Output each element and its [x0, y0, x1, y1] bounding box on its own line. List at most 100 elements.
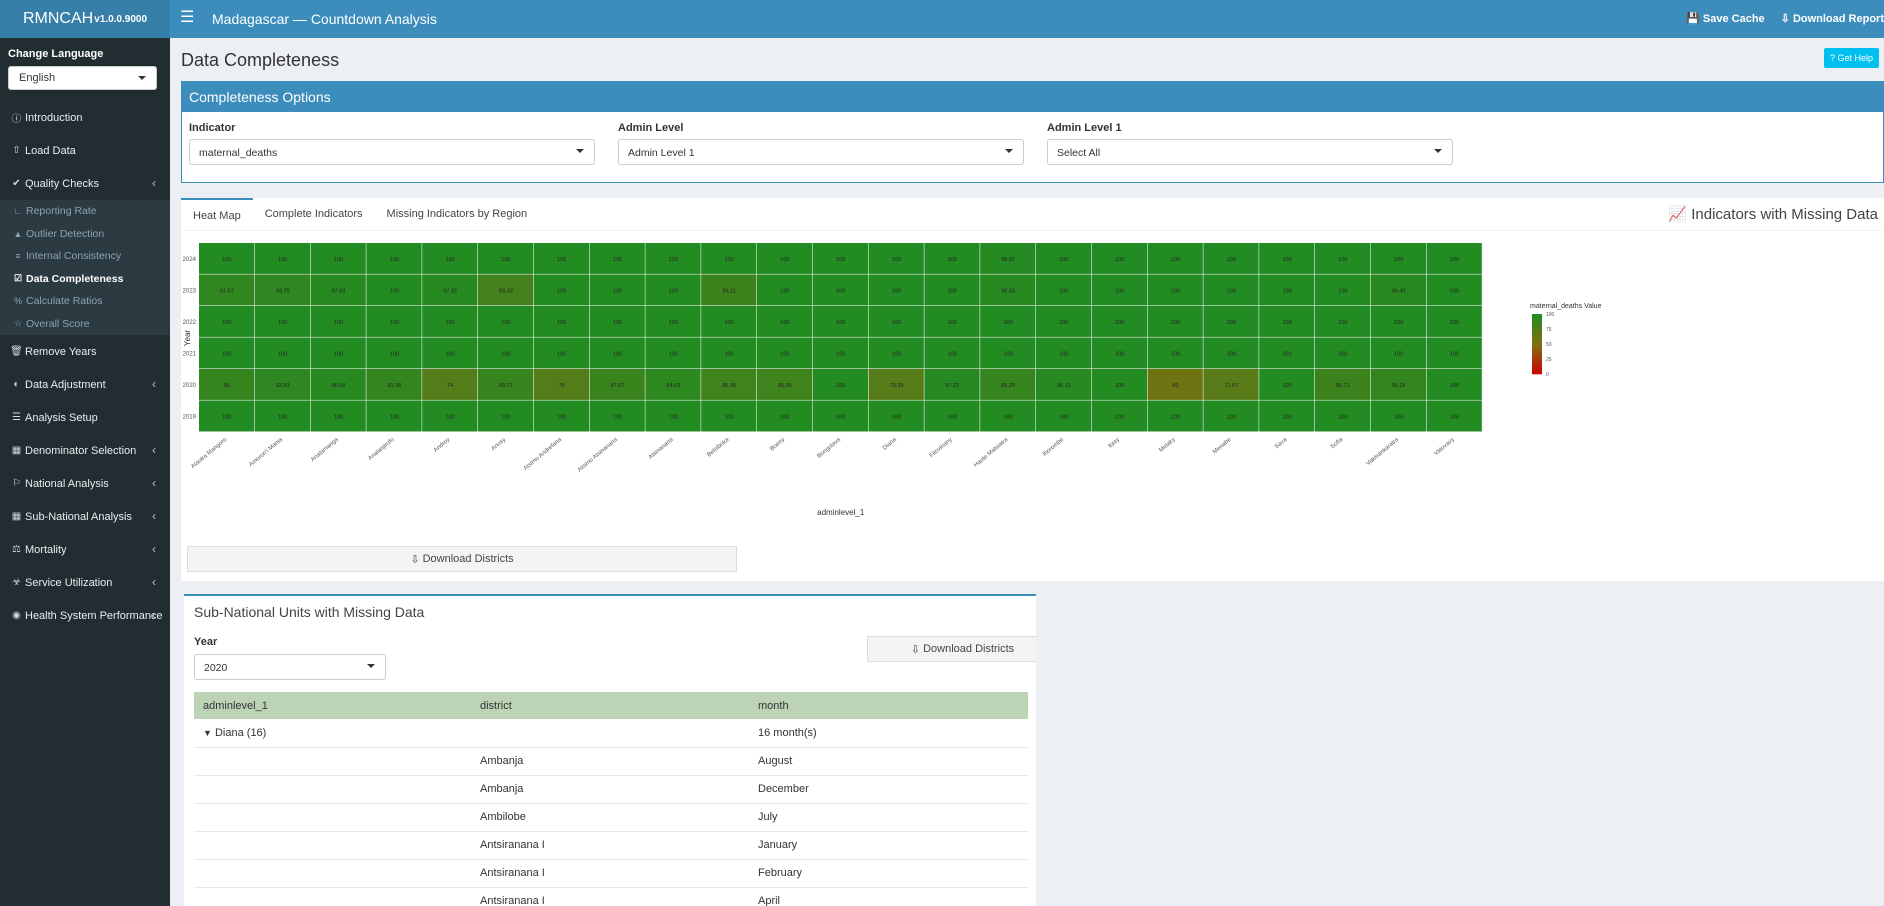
- heatmap-cell-label: 100: [1450, 351, 1459, 357]
- heatmap-cell-label: 100: [1227, 257, 1236, 263]
- heatmap-cell: [757, 369, 813, 400]
- x-tick-label: Melaky: [1158, 437, 1176, 454]
- heatmap-cell: [199, 243, 255, 274]
- heatmap-cell: [868, 306, 924, 337]
- heatmap-cell-label: 100: [1004, 414, 1013, 420]
- heatmap-cell: [366, 306, 422, 337]
- sidebar-item-data-completeness[interactable]: ☑ Data Completeness: [0, 268, 170, 291]
- legend-tick-label: 0: [1546, 372, 1549, 378]
- sidebar-item-health-system-performance[interactable]: ◉ Health System Performance ‹: [0, 599, 170, 632]
- sidebar-item-sub-national-analysis[interactable]: ▦ Sub-National Analysis ‹: [0, 500, 170, 533]
- get-help-button[interactable]: ? Get Help: [1824, 48, 1880, 68]
- legend-gradient-step: [1532, 368, 1542, 371]
- sidebar-item-national-analysis[interactable]: ⚐ National Analysis ‹: [0, 467, 170, 500]
- legend-tick-label: 75: [1546, 327, 1552, 333]
- sidebar-item-calculate-ratios[interactable]: % Calculate Ratios: [0, 290, 170, 313]
- heatmap-cell-label: 100: [1115, 383, 1124, 389]
- sidebar-item-analysis-setup[interactable]: ☰ Analysis Setup: [0, 401, 170, 434]
- heatmap-cell: [924, 243, 980, 274]
- indicator-select[interactable]: maternal_deaths: [189, 139, 595, 165]
- heatmap-cell-label: 91.67: [220, 288, 234, 294]
- heatmap-cell: [980, 243, 1036, 274]
- heatmap-cell: [868, 369, 924, 400]
- tab-complete-indicators[interactable]: Complete Indicators: [264, 208, 363, 220]
- heatmap-cell: [254, 400, 310, 432]
- heatmap-cell-label: 100: [557, 414, 566, 420]
- heatmap-cell: [980, 306, 1036, 337]
- heatmap-cell-label: 100: [1059, 320, 1068, 326]
- sidebar-item-quality-checks[interactable]: ✔ Quality Checks ‹: [0, 167, 170, 200]
- legend-gradient-step: [1532, 330, 1542, 333]
- tab-heat-map[interactable]: Heat Map: [181, 198, 253, 230]
- legend-gradient-step: [1532, 352, 1542, 355]
- heatmap-cell-label: 100: [557, 351, 566, 357]
- download-report-button[interactable]: ⇩ Download Report: [1781, 12, 1884, 25]
- sidebar-item-data-adjustment[interactable]: ◐ Data Adjustment ‹: [0, 368, 170, 401]
- heatmap-cell-label: 100: [1450, 288, 1459, 294]
- group-cell[interactable]: ▼ Diana (16): [194, 719, 471, 748]
- heatmap-cell: [1370, 400, 1426, 432]
- table-cell-district: Antsiranana I: [471, 887, 749, 906]
- sidebar-item-load-data[interactable]: ⇧ Load Data: [0, 134, 170, 167]
- heatmap-cell-label: 100: [613, 288, 622, 294]
- column-header-adminlevel[interactable]: adminlevel_1: [194, 692, 471, 719]
- heatmap-cell-label: 100: [1227, 288, 1236, 294]
- year-select[interactable]: 2020: [194, 654, 386, 680]
- x-tick-label: Analamanga: [310, 437, 340, 464]
- sidebar-item-outlier-detection[interactable]: ▲ Outlier Detection: [0, 223, 170, 246]
- brand-version: v1.0.0.9000: [94, 13, 148, 25]
- sidebar-item-overall-score[interactable]: ☆ Overall Score: [0, 313, 170, 336]
- heatmap-cell: [199, 400, 255, 432]
- heatmap-cell-label: 100: [1283, 320, 1292, 326]
- language-select[interactable]: English: [8, 66, 157, 90]
- quality-checks-submenu: ∟ Reporting Rate ▲ Outlier Detection ≡ Inte…: [0, 200, 170, 335]
- heatmap-cell-label: 100: [725, 414, 734, 420]
- download-districts-button[interactable]: ⇩ Download Districts: [187, 546, 737, 572]
- hospital-icon: ☣: [12, 577, 21, 588]
- table-cell: [194, 859, 471, 888]
- sidebar-item-denominator-selection[interactable]: ▦ Denominator Selection ‹: [0, 434, 170, 467]
- heatmap-cell: [1370, 274, 1426, 306]
- table-group-row[interactable]: ▼ Diana (16) 16 month(s): [194, 719, 1028, 748]
- sidebar-item-introduction[interactable]: ⓘ Introduction: [0, 101, 170, 134]
- heatmap-cell: [533, 337, 589, 369]
- heatmap-cell: [422, 369, 478, 400]
- flag-icon: ⚐: [12, 478, 21, 489]
- sidebar-item-remove-years[interactable]: 🗑 Remove Years: [0, 335, 170, 368]
- download-districts-button-2[interactable]: ⇩ Download Districts: [867, 636, 1036, 662]
- heatmap-cell: [1259, 369, 1315, 400]
- heatmap-cell-label: 100: [780, 288, 789, 294]
- heatmap-cell: [1036, 400, 1092, 432]
- sidebar-item-mortality[interactable]: ⚖ Mortality ‹: [0, 533, 170, 566]
- admin-level1-select[interactable]: Select All: [1047, 139, 1453, 165]
- heatmap-cell-label: 100: [1115, 351, 1124, 357]
- heatmap-cell-label: 100: [501, 320, 510, 326]
- sidebar-item-label: Calculate Ratios: [26, 295, 103, 308]
- legend-tick-label: 100: [1546, 312, 1555, 318]
- heatmap-cell-label: 97.83: [332, 288, 346, 294]
- heatmap-cell-label: 96.43: [1001, 288, 1015, 294]
- sidebar-toggle-icon[interactable]: ☰: [180, 9, 195, 26]
- save-cache-button[interactable]: 💾 Save Cache: [1686, 12, 1765, 25]
- download-icon: ⇩: [1780, 13, 1790, 25]
- x-tick-label: Amoron'i Mania: [248, 437, 284, 469]
- table-cell: [194, 747, 471, 776]
- legend-gradient-step: [1532, 346, 1542, 349]
- column-header-district[interactable]: district: [471, 692, 749, 719]
- heatmap-cell: [1036, 369, 1092, 400]
- app-brand[interactable]: RMNCAH v1.0.0.9000: [0, 0, 170, 38]
- chevron-left-icon: ‹: [152, 575, 156, 589]
- heatmap-cell: [1203, 400, 1259, 432]
- heatmap-cell: [1259, 243, 1315, 274]
- legend-gradient-step: [1532, 338, 1542, 341]
- sidebar-item-reporting-rate[interactable]: ∟ Reporting Rate: [0, 200, 170, 223]
- heatmap-cell: [478, 369, 534, 400]
- sidebar-item-service-utilization[interactable]: ☣ Service Utilization ‹: [0, 566, 170, 599]
- heatmap-cell-label: 100: [1394, 257, 1403, 263]
- heatmap-cell-label: 100: [725, 257, 734, 263]
- y-axis-title: Year: [183, 330, 192, 347]
- sidebar-item-internal-consistency[interactable]: ≡ Internal Consistency: [0, 245, 170, 268]
- column-header-month[interactable]: month: [749, 692, 1028, 719]
- admin-level-select[interactable]: Admin Level 1: [618, 139, 1024, 165]
- tab-missing-indicators-by-region[interactable]: Missing Indicators by Region: [386, 208, 528, 220]
